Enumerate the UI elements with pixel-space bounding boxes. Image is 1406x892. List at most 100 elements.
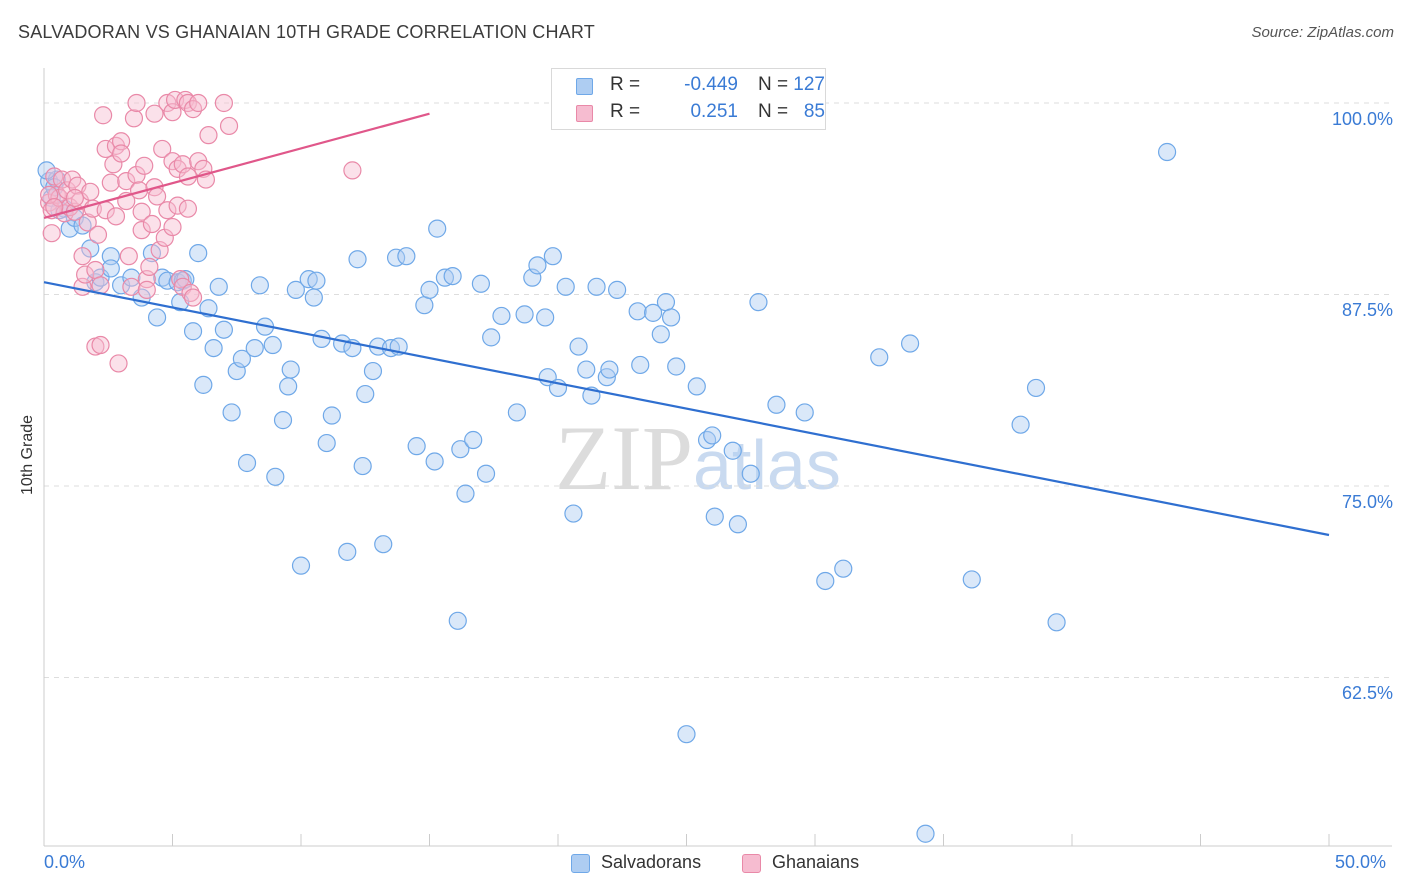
salvadoran-point (1157, 142, 1177, 162)
salvadoran-point (651, 325, 670, 344)
salvadoran-point (600, 360, 619, 379)
salvadoran-point (338, 542, 357, 561)
ghanaian-point (183, 288, 203, 307)
salvadoran-point (245, 339, 264, 358)
ghanaian-point (86, 260, 105, 280)
salvadoran-point (451, 440, 470, 459)
salvadoran-point (397, 247, 416, 266)
salvadoran-point (204, 339, 223, 358)
salvadoran-point (199, 299, 218, 318)
legend-n-value: 85 (803, 101, 825, 122)
source-credit: Source: ZipAtlas.com (1251, 24, 1394, 41)
ghanaian-point (76, 265, 95, 284)
salvadoran-point (299, 270, 318, 289)
salvadoran-point (569, 337, 588, 356)
ghanaian-point (42, 224, 61, 243)
salvadoran-point (900, 334, 920, 353)
ghanaian-point (52, 170, 72, 189)
salvadoran-point (464, 430, 483, 450)
ghanaian-point (163, 217, 182, 237)
ghanaian-point (168, 196, 187, 215)
salvadoran-point (703, 426, 722, 445)
salvadoran-point (448, 611, 467, 630)
legend-label-salvadorans: Salvadorans (601, 852, 702, 872)
salvadoran-point (232, 349, 251, 368)
salvadoran-point (420, 280, 439, 299)
salvadoran-point (407, 437, 426, 456)
salvadoran-point (507, 403, 526, 422)
salvadoran-point (482, 328, 501, 347)
salvadoran-point (435, 268, 455, 287)
salvadoran-point (266, 467, 285, 486)
salvadoran-point (471, 274, 490, 293)
salvadoran-point (577, 360, 596, 379)
salvadoran-point (122, 268, 141, 287)
ghanaian-point (119, 247, 138, 266)
salvadoran-point (536, 308, 555, 327)
salvadoran-point (1047, 613, 1066, 632)
ghanaian-point (78, 213, 97, 232)
legend-n-label: N = (758, 101, 789, 122)
watermark: ZIPatlas (555, 405, 841, 511)
salvadoran-point (250, 276, 269, 295)
ghanaian-point (219, 116, 239, 136)
ghanaian-point (101, 173, 120, 192)
salvadoran-point (556, 277, 575, 296)
salvadoran-point (528, 256, 547, 275)
legend-r-value: 0.251 (690, 101, 738, 122)
salvadoran-point (492, 306, 511, 326)
ghanaian-point (178, 199, 198, 218)
legend-swatch-pink (576, 105, 593, 122)
ghanaian-point (132, 221, 151, 240)
ghanaian-point (81, 182, 100, 201)
y-tick-label-1: 75.0% (1341, 491, 1393, 512)
ghanaians-trend-line (43, 112, 430, 219)
salvadoran-point (209, 277, 228, 296)
ghanaian-point (127, 165, 146, 185)
salvadoran-point (443, 266, 462, 286)
salvadoran-point (317, 433, 336, 453)
salvadoran-point (214, 320, 233, 339)
salvadoran-point (816, 571, 835, 591)
ghanaian-point (88, 225, 108, 244)
salvadoran-point (643, 303, 663, 322)
salvadoran-point (73, 216, 92, 235)
salvadoran-point (291, 556, 311, 575)
y-tick-label-0: 62.5% (1341, 683, 1393, 704)
salvadoran-point (147, 308, 167, 327)
salvadoran-point (677, 725, 696, 744)
salvadoran-point (263, 335, 282, 355)
x-tick-label-min: 0.0% (44, 852, 86, 872)
salvadoran-point (705, 507, 724, 526)
salvadoran-point (353, 456, 372, 476)
ghanaian-point (117, 172, 136, 191)
salvadoran-point (348, 250, 367, 269)
salvadoran-point (687, 377, 706, 396)
salvadoran-point (628, 302, 647, 321)
legend-r-value: -0.449 (684, 74, 738, 95)
salvadoran-point (273, 411, 293, 430)
salvadorans-points (37, 95, 1177, 843)
salvadoran-point (222, 403, 241, 422)
axes (43, 68, 1392, 847)
salvadoran-point (363, 361, 383, 381)
salvadoran-point (767, 395, 786, 414)
ghanaian-point (94, 106, 113, 125)
legend-swatch-salvadorans (571, 854, 590, 873)
ghanaian-point (145, 104, 164, 123)
watermark-atlas: atlas (693, 426, 841, 504)
salvadoran-point (476, 464, 496, 483)
ghanaian-point (91, 335, 110, 355)
trend-lines (43, 112, 1330, 537)
salvadoran-point (194, 375, 213, 394)
y-tick-label-3: 100.0% (1331, 108, 1393, 129)
salvadoran-point (1011, 415, 1030, 434)
ghanaian-point (73, 247, 92, 266)
salvadoran-point (322, 406, 341, 425)
salvadoran-point (656, 293, 676, 312)
y-tick-label-2: 87.5% (1341, 300, 1393, 321)
ghanaian-point (142, 214, 162, 234)
salvadoran-point (661, 308, 681, 327)
salvadoran-point (631, 355, 650, 375)
ghanaian-point (106, 207, 126, 226)
